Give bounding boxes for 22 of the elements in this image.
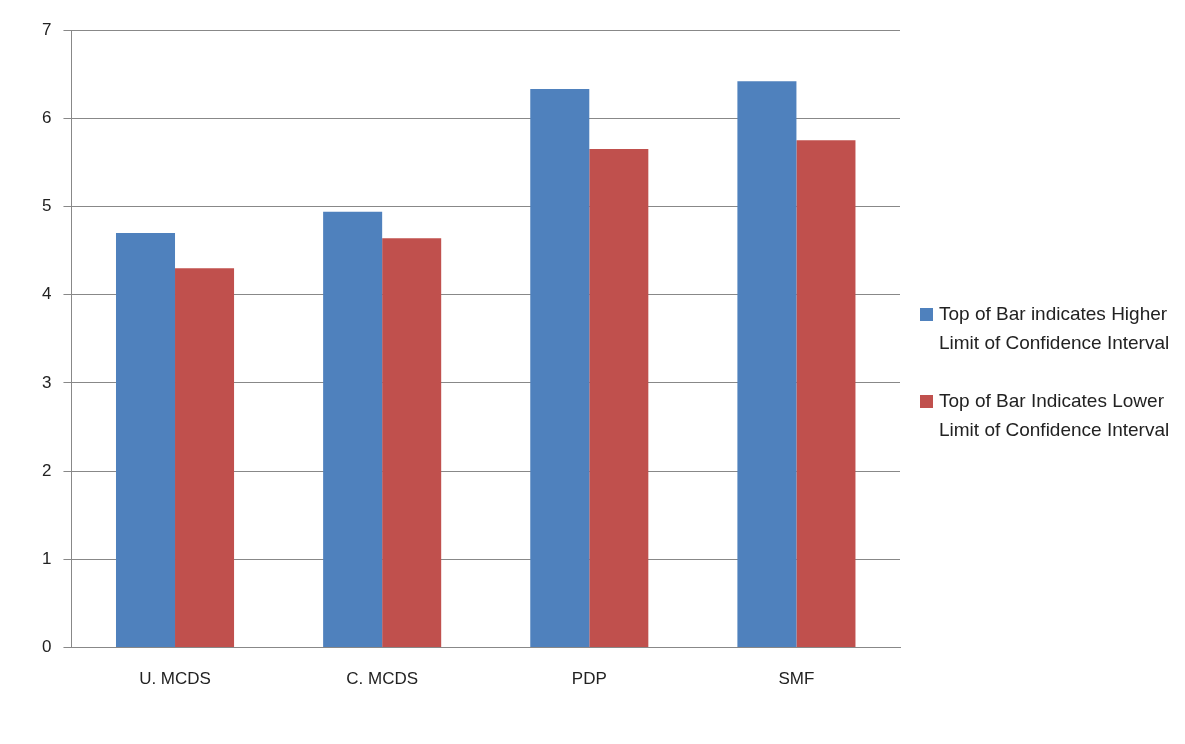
bar bbox=[737, 81, 797, 648]
bar bbox=[323, 211, 383, 648]
legend-label: Top of Bar Indicates Lower Limit of Confidence Interval bbox=[939, 389, 1171, 442]
bar bbox=[382, 238, 442, 648]
y-tick-label: 6 bbox=[41, 107, 52, 127]
bar bbox=[589, 149, 649, 648]
y-tick-label: 1 bbox=[41, 549, 52, 569]
bar bbox=[175, 268, 235, 648]
y-tick-label: 5 bbox=[41, 196, 52, 216]
y-tick-label: 0 bbox=[41, 637, 52, 657]
legend-label: Top of Bar indicates Higher Limit of Confidence Interval bbox=[939, 302, 1171, 355]
x-tick-label: SMF bbox=[778, 669, 815, 689]
y-tick-label: 7 bbox=[41, 19, 52, 39]
x-tick-label: C. MCDS bbox=[346, 669, 419, 689]
bar bbox=[796, 140, 856, 648]
y-tick-label: 4 bbox=[41, 284, 52, 304]
y-tick-label: 2 bbox=[41, 460, 52, 480]
y-tick-label: 3 bbox=[41, 372, 52, 392]
x-tick-label: PDP bbox=[571, 669, 607, 689]
bar bbox=[530, 89, 590, 648]
x-tick-label: U. MCDS bbox=[139, 669, 211, 689]
bar bbox=[115, 232, 176, 648]
